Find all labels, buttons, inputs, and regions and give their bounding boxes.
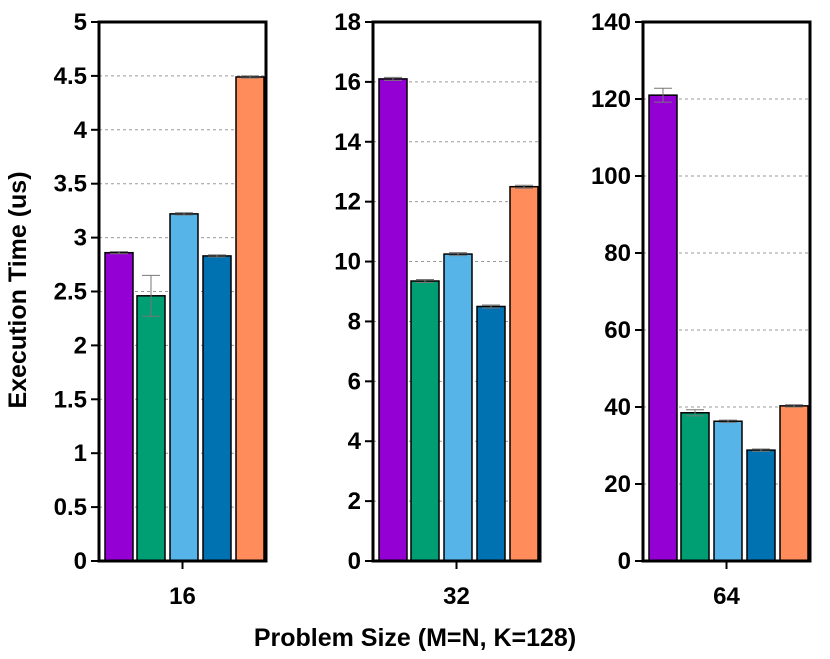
chart-panels: 0 0.5 1 1.5 2 2.5 3 3.5 4 4.5 5 16 0 2 4 6 8 10 12 14 16 18 32… [54, 9, 812, 610]
y-tick-label: 3 [74, 225, 87, 252]
bar [476, 305, 506, 562]
bar [746, 449, 776, 562]
bar [713, 420, 743, 562]
bar [235, 76, 265, 562]
bar [680, 412, 710, 562]
chart-panel-64: 0 20 40 60 80 100 120 140 64 [591, 9, 812, 610]
y-tick-label: 0.5 [54, 494, 87, 521]
bar [104, 251, 134, 562]
y-tick-label: 120 [591, 86, 631, 113]
y-tick-label: 10 [334, 249, 361, 276]
y-tick-label: 0 [74, 548, 87, 575]
x-category-label: 64 [713, 583, 740, 610]
y-tick-label: 5 [74, 9, 87, 36]
x-axis-title: Problem Size (M=N, K=128) [254, 624, 576, 652]
y-tick-label: 8 [348, 308, 361, 335]
bar [648, 94, 678, 562]
bar [169, 213, 199, 562]
y-tick-label: 80 [604, 240, 631, 267]
chart-panel-32: 0 2 4 6 8 10 12 14 16 18 32 [334, 9, 542, 610]
y-tick-label: 18 [334, 9, 361, 36]
bar [136, 295, 166, 562]
y-tick-label: 60 [604, 317, 631, 344]
y-tick-label: 12 [334, 189, 361, 216]
y-tick-label: 20 [604, 471, 631, 498]
y-tick-label: 40 [604, 394, 631, 421]
y-tick-label: 4 [74, 117, 88, 144]
y-tick-label: 1.5 [54, 386, 87, 413]
y-tick-label: 3.5 [54, 171, 87, 198]
y-tick-label: 2.5 [54, 279, 87, 306]
y-tick-label: 0 [618, 548, 631, 575]
bar [410, 280, 440, 562]
y-tick-label: 16 [334, 69, 361, 96]
y-tick-label: 100 [591, 163, 631, 190]
y-tick-label: 0 [348, 548, 361, 575]
y-tick-label: 4.5 [54, 63, 87, 90]
y-tick-label: 1 [74, 440, 87, 467]
bar [378, 78, 408, 562]
y-tick-label: 2 [348, 488, 361, 515]
bar [779, 405, 809, 562]
y-tick-label: 4 [348, 428, 362, 455]
y-tick-label: 6 [348, 368, 361, 395]
x-category-label: 32 [443, 583, 470, 610]
x-category-label: 16 [169, 583, 196, 610]
y-axis-title: Execution Time (us) [4, 171, 32, 408]
chart-panel-16: 0 0.5 1 1.5 2 2.5 3 3.5 4 4.5 5 16 [54, 9, 268, 610]
y-tick-label: 2 [74, 332, 87, 359]
bar [202, 255, 232, 562]
y-tick-label: 14 [334, 129, 361, 156]
bar [443, 253, 473, 562]
bar [509, 185, 539, 562]
y-tick-label: 140 [591, 9, 631, 36]
